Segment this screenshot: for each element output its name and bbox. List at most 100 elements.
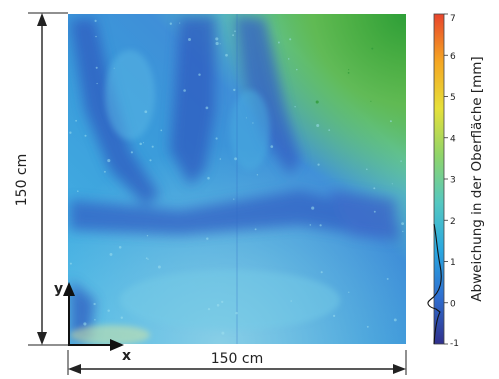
heatmap-specks: [69, 19, 405, 335]
surface-speck: [149, 159, 152, 162]
surface-speck: [205, 106, 209, 110]
colorbar-tick-label: -1: [450, 339, 459, 349]
height-dimension: 150 cm: [14, 12, 68, 346]
surface-speck: [328, 129, 331, 131]
height-label: 150 cm: [14, 154, 30, 207]
dimension-arrow-down: [37, 332, 47, 345]
surface-speck: [309, 224, 312, 226]
surface-speck: [270, 145, 274, 148]
surface-speck: [179, 22, 181, 24]
surface-speck: [107, 159, 111, 163]
surface-speck: [96, 82, 98, 85]
surface-speck: [252, 122, 254, 124]
surface-speck: [69, 131, 72, 134]
colorbar-tick-label: 0: [450, 299, 456, 309]
x-axis-arrow: [110, 339, 124, 351]
surface-speck: [373, 187, 376, 190]
surface-speck: [145, 257, 148, 260]
surface-speck: [219, 43, 221, 45]
surface-speck: [157, 265, 161, 269]
surface-speck: [402, 230, 404, 233]
surface-speck: [146, 235, 149, 237]
surface-speck: [219, 158, 222, 160]
surface-speck: [320, 271, 323, 274]
surface-speck: [120, 316, 123, 319]
surface-speck: [198, 73, 201, 76]
surface-speck: [225, 53, 228, 57]
surface-speck: [233, 88, 236, 92]
surface-speck: [316, 123, 320, 128]
surface-speck: [107, 309, 110, 312]
heatmap-dark-bands: [70, 16, 400, 344]
colorbar-tick-label: 3: [450, 176, 456, 186]
surface-speck: [76, 190, 79, 193]
colorbar-histogram: [427, 223, 442, 345]
surface-speck: [333, 314, 336, 317]
surface-speck: [144, 110, 148, 114]
coordinate-axes: y x: [54, 281, 131, 364]
colorbar-ticks: -1 0 1 2 3 4 5 6 7: [444, 13, 459, 349]
surface-speck: [393, 318, 397, 322]
surface-speck: [130, 151, 134, 154]
surface-speck: [75, 119, 77, 122]
colorbar-tick-label: 6: [450, 52, 456, 62]
surface-speck: [206, 237, 209, 240]
surface-speck: [348, 69, 350, 71]
surface-speck: [366, 325, 369, 328]
surface-speck: [95, 35, 97, 38]
surface-speck: [386, 277, 389, 280]
surface-speck: [147, 258, 149, 260]
surface-speck: [245, 117, 247, 119]
surface-speck: [113, 67, 115, 69]
surface-speck: [221, 331, 225, 335]
colorbar-tick-label: 1: [450, 258, 456, 268]
width-dimension: 150 cm: [67, 350, 407, 375]
surface-speck: [319, 224, 322, 227]
surface-speck: [235, 311, 238, 315]
dimension-arrow-right: [393, 364, 406, 374]
colorbar-tick-label: 7: [450, 14, 456, 24]
surface-speck: [215, 41, 219, 46]
surface-speck: [207, 307, 211, 311]
y-axis-label: y: [54, 281, 63, 297]
surface-speck: [401, 222, 405, 226]
heatmap-light-patches: [70, 50, 340, 344]
surface-speck: [391, 183, 393, 185]
surface-speck: [232, 34, 234, 37]
colorbar-tick-label: 2: [450, 217, 456, 227]
surface-speck: [221, 300, 224, 304]
surface-speck: [389, 120, 392, 123]
surface-speck: [233, 198, 235, 200]
surface-speck: [287, 58, 290, 60]
surface-speck: [294, 106, 296, 108]
y-axis-arrow: [63, 282, 75, 296]
width-label: 150 cm: [211, 351, 264, 367]
x-axis-label: x: [122, 348, 131, 364]
surface-speck: [109, 252, 113, 256]
surface-speck: [400, 160, 402, 162]
dimension-arrow-up: [37, 13, 47, 26]
surface-speck: [84, 134, 87, 137]
surface-speck: [215, 137, 218, 140]
surface-speck: [169, 22, 172, 25]
surface-speck: [256, 174, 259, 176]
surface-speck: [371, 47, 374, 50]
colorbar-tick-label: 4: [450, 134, 456, 144]
surface-speck: [317, 163, 320, 166]
colorbar-label: Abweichung in der Oberfläche [mm]: [469, 56, 485, 301]
surface-speck: [95, 66, 98, 69]
surface-speck: [151, 145, 154, 148]
surface-speck: [348, 291, 350, 293]
deviation-heatmap: [68, 14, 406, 344]
surface-speck: [277, 41, 280, 44]
surface-speck: [118, 246, 122, 249]
surface-speck: [94, 19, 97, 22]
surface-speck: [103, 170, 106, 173]
surface-speck: [215, 37, 219, 41]
surface-speck: [93, 302, 96, 306]
surface-speck: [373, 210, 376, 213]
surface-speck: [370, 100, 372, 102]
surface-speck: [139, 142, 142, 146]
